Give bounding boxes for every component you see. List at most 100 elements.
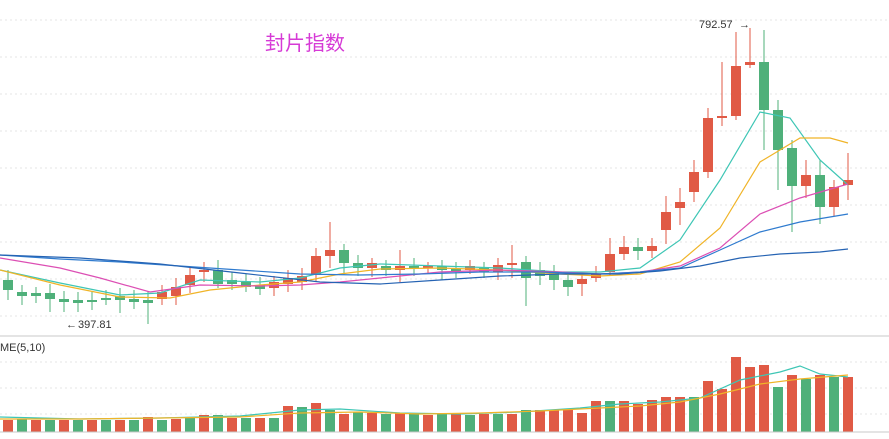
ma-line-2: [0, 137, 849, 299]
volume-bar: [633, 404, 643, 432]
volume-bar: [465, 415, 475, 432]
price-panel: [0, 28, 853, 324]
ma-line-4: [0, 213, 849, 276]
volume-bar: [213, 415, 223, 432]
volume-bar: [353, 412, 363, 432]
candle-body: [353, 263, 363, 268]
low-label: 397.81: [78, 319, 112, 331]
candle-body: [59, 299, 69, 302]
candle-body: [157, 292, 167, 299]
volume-bar: [745, 367, 755, 432]
ma-line-3: [0, 183, 849, 293]
volume-bar: [129, 420, 139, 432]
candle-body: [17, 292, 27, 296]
candle-body: [129, 299, 139, 302]
volume-bar: [549, 410, 559, 432]
volume-bar: [31, 420, 41, 432]
volume-bar: [731, 357, 741, 432]
candle-body: [255, 285, 265, 289]
volume-bar: [507, 414, 517, 432]
volume-bar: [717, 389, 727, 432]
ma-line-5: [0, 248, 849, 285]
volume-bar: [227, 418, 237, 432]
volume-bar: [577, 413, 587, 432]
candle-body: [367, 263, 377, 268]
volume-bar: [479, 414, 489, 432]
candle-body: [227, 280, 237, 284]
candle-body: [801, 175, 811, 186]
volume-bar: [171, 419, 181, 432]
candle-body: [31, 293, 41, 296]
candle-body: [241, 282, 251, 287]
volume-bar: [241, 418, 251, 432]
candle-body: [3, 280, 13, 290]
candle-body: [829, 187, 839, 207]
candle-body: [381, 266, 391, 270]
volume-bar: [367, 413, 377, 432]
candle-body: [409, 266, 419, 269]
volume-bar: [45, 420, 55, 432]
volume-bar: [311, 403, 321, 432]
volume-bar: [3, 420, 13, 432]
volume-bar: [605, 401, 615, 432]
volume-bar: [157, 420, 167, 432]
volume-bar: [451, 414, 461, 432]
volume-bar: [381, 414, 391, 432]
volume-bar: [409, 414, 419, 432]
candle-body: [577, 279, 587, 284]
volume-bar: [73, 420, 83, 432]
candle-body: [619, 247, 629, 254]
volume-bar: [423, 415, 433, 432]
volume-bar: [325, 410, 335, 432]
volume-bar: [87, 420, 97, 432]
volume-bar: [339, 414, 349, 432]
volume-bar: [843, 377, 853, 432]
candle-body: [45, 293, 55, 299]
candle-body: [451, 268, 461, 271]
candle-body: [773, 110, 783, 150]
candle-body: [143, 300, 153, 303]
candle-body: [563, 280, 573, 287]
volume-bar: [101, 420, 111, 432]
volume-bar: [703, 381, 713, 432]
candle-body: [269, 282, 279, 288]
volume-bar: [17, 419, 27, 432]
candle-body: [549, 272, 559, 280]
volume-gridlines: [0, 361, 889, 415]
candle-body: [689, 172, 699, 192]
candle-body: [199, 270, 209, 272]
volume-bar: [59, 420, 69, 432]
volume-ma-line-2: [0, 374, 849, 420]
candle-body: [759, 62, 769, 110]
candle-body: [213, 270, 223, 284]
volume-bar: [563, 410, 573, 432]
volume-bar: [143, 417, 153, 432]
volume-bar: [297, 407, 307, 432]
candle-body: [661, 212, 671, 230]
volume-bar: [689, 397, 699, 432]
candle-body: [73, 300, 83, 303]
volume-bar: [759, 365, 769, 432]
volume-bar: [535, 410, 545, 432]
candle-body: [633, 247, 643, 251]
candle-body: [325, 250, 335, 256]
volume-bar: [829, 377, 839, 432]
candle-body: [675, 202, 685, 208]
candle-body: [115, 296, 125, 300]
low-arrow-icon: ←: [66, 319, 77, 331]
volume-indicator-label: ME(5,10): [0, 342, 45, 354]
candle-body: [731, 66, 741, 116]
volume-bar: [255, 418, 265, 432]
candle-body: [647, 246, 657, 251]
volume-bar: [787, 375, 797, 432]
candle-body: [507, 263, 517, 265]
candle-body: [185, 275, 195, 285]
chart-title: 封片指数: [265, 31, 345, 55]
ma-line-1: [0, 111, 849, 296]
volume-bar: [199, 415, 209, 432]
candle-body: [605, 254, 615, 272]
volume-bar: [185, 417, 195, 432]
candle-body: [101, 298, 111, 300]
candle-body: [745, 62, 755, 65]
volume-bar: [675, 397, 685, 432]
